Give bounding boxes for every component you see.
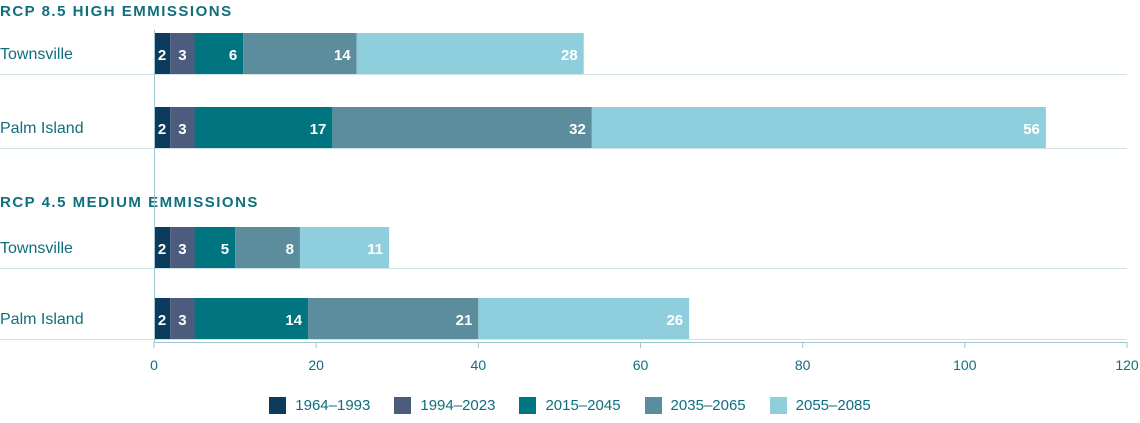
legend: 1964–1993 1994–2023 2015–2045 2035–2065 2055… (0, 394, 1140, 416)
bar-segment (308, 298, 479, 339)
x-tick-label: 80 (795, 357, 811, 373)
data-label: 2 (158, 241, 166, 258)
data-label: 3 (178, 121, 186, 138)
bar-segment (591, 107, 1046, 148)
group-title-medium: RCP 4.5 MEDIUM EMMISSIONS (0, 194, 259, 211)
bar-segment (194, 107, 333, 148)
data-label: 17 (310, 121, 327, 138)
data-label: 28 (561, 47, 578, 64)
legend-label: 2015–2045 (545, 396, 621, 414)
bar-row: Townsville 2 3 6 14 28 (0, 33, 1127, 75)
x-tick-label: 20 (308, 357, 324, 373)
bar-segment (299, 227, 390, 268)
bar-row: Palm Island 2 3 14 21 26 (0, 298, 1127, 340)
legend-item: 2035–2065 (644, 396, 746, 414)
x-tick-label: 120 (1115, 357, 1139, 373)
bar-segment (154, 227, 171, 268)
legend-swatch (519, 396, 537, 414)
bar-segment (194, 298, 309, 339)
legend-swatch (269, 396, 287, 414)
category-label: Palm Island (0, 311, 84, 328)
data-label: 2 (158, 47, 166, 64)
bar-segment (194, 227, 236, 268)
data-label: 32 (569, 121, 586, 138)
data-label: 3 (178, 47, 186, 64)
legend-label: 1964–1993 (295, 396, 371, 414)
data-label: 2 (158, 121, 166, 138)
data-label: 21 (456, 312, 473, 329)
bar-segment (154, 107, 171, 148)
bar-segment (478, 298, 690, 339)
category-label: Townsville (0, 46, 73, 63)
bar-segment (170, 298, 195, 339)
x-tick-label: 100 (953, 357, 977, 373)
bar-row: Palm Island 2 3 17 32 56 (0, 107, 1127, 149)
legend-swatch (769, 396, 787, 414)
data-label: 3 (178, 241, 186, 258)
category-label: Palm Island (0, 120, 84, 137)
legend-item: 1964–1993 (269, 396, 371, 414)
data-label: 5 (221, 241, 229, 258)
x-tick-label: 40 (471, 357, 487, 373)
bar-segment (235, 227, 300, 268)
x-axis: 0 20 40 60 80 100 120 (150, 30, 1139, 373)
legend-label: 2035–2065 (670, 396, 746, 414)
data-label: 8 (286, 241, 294, 258)
bar-segment (170, 107, 195, 148)
data-label: 56 (1023, 121, 1040, 138)
legend-item: 1994–2023 (394, 396, 496, 414)
data-label: 3 (178, 312, 186, 329)
category-label: Townsville (0, 240, 73, 257)
legend-label: 2055–2085 (795, 396, 871, 414)
x-tick-label: 0 (150, 357, 158, 373)
legend-swatch (394, 396, 412, 414)
bar-row: Townsville 2 3 5 8 11 (0, 227, 1127, 269)
bar-segment (194, 33, 244, 74)
legend-swatch (644, 396, 662, 414)
data-label: 2 (158, 312, 166, 329)
data-label: 26 (666, 312, 683, 329)
legend-item: 2015–2045 (519, 396, 621, 414)
bar-segment (170, 227, 195, 268)
bar-segment (356, 33, 584, 74)
data-label: 6 (229, 47, 237, 64)
bar-segment (243, 33, 357, 74)
legend-label: 1994–2023 (420, 396, 496, 414)
x-tick-label: 60 (633, 357, 649, 373)
bar-segment (154, 298, 171, 339)
data-label: 11 (367, 241, 383, 258)
data-label: 14 (334, 47, 351, 64)
bar-segment (154, 33, 171, 74)
group-title-high: RCP 8.5 HIGH EMMISSIONS (0, 3, 233, 20)
bar-segment (332, 107, 592, 148)
bar-segment (170, 33, 195, 74)
data-label: 14 (285, 312, 302, 329)
legend-item: 2055–2085 (769, 396, 871, 414)
